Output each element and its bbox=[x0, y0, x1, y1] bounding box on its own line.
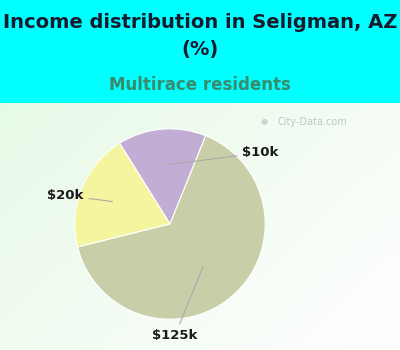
Text: $125k: $125k bbox=[152, 266, 203, 342]
Wedge shape bbox=[75, 143, 170, 247]
Text: ●: ● bbox=[260, 117, 268, 126]
Text: (%): (%) bbox=[181, 40, 219, 59]
Wedge shape bbox=[78, 136, 265, 319]
Text: $10k: $10k bbox=[168, 146, 279, 165]
Text: Income distribution in Seligman, AZ: Income distribution in Seligman, AZ bbox=[3, 13, 397, 32]
Text: Multirace residents: Multirace residents bbox=[109, 76, 291, 94]
Text: $20k: $20k bbox=[47, 189, 112, 202]
Wedge shape bbox=[120, 129, 206, 224]
Text: City-Data.com: City-Data.com bbox=[277, 117, 347, 127]
